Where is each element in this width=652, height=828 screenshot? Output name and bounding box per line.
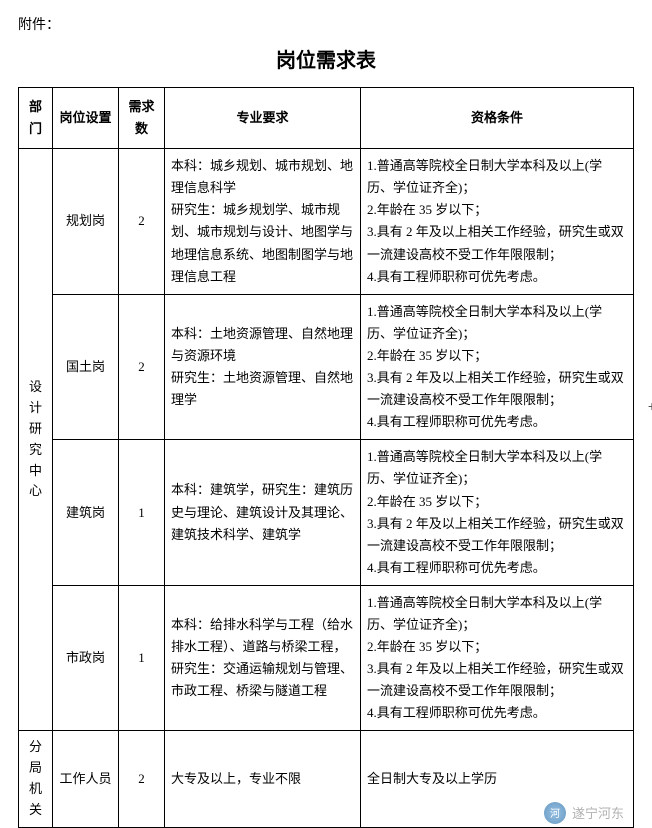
count-cell: 1 — [119, 440, 165, 586]
table-body: 设计研究中心规划岗2本科：城乡规划、城市规划、地理信息科学研究生：城乡规划学、城… — [19, 149, 634, 827]
header-major: 专业要求 — [165, 88, 361, 149]
table-header-row: 部门 岗位设置 需求数 专业要求 资格条件 — [19, 88, 634, 149]
expand-icon[interactable]: + — [648, 398, 652, 414]
count-cell: 2 — [119, 294, 165, 440]
attachment-label: 附件： — [18, 14, 634, 34]
position-cell: 国土岗 — [53, 294, 119, 440]
dept-cell: 分局机关 — [19, 731, 53, 827]
qualification-cell: 1.普通高等院校全日制大学本科及以上(学历、学位证齐全)；2.年龄在 35 岁以… — [361, 585, 634, 731]
header-dept: 部门 — [19, 88, 53, 149]
dept-cell: 设计研究中心 — [19, 149, 53, 731]
position-cell: 市政岗 — [53, 585, 119, 731]
count-cell: 1 — [119, 585, 165, 731]
table-row: 设计研究中心规划岗2本科：城乡规划、城市规划、地理信息科学研究生：城乡规划学、城… — [19, 149, 634, 295]
table-row: 分局机关工作人员2大专及以上，专业不限全日制大专及以上学历 — [19, 731, 634, 827]
watermark-text: 遂宁河东 — [572, 803, 624, 822]
header-qualification: 资格条件 — [361, 88, 634, 149]
major-cell: 本科：给排水科学与工程（给水排水工程）、道路与桥梁工程，研究生：交通运输规划与管… — [165, 585, 361, 731]
header-count: 需求数 — [119, 88, 165, 149]
major-cell: 本科：建筑学，研究生：建筑历史与理论、建筑设计及其理论、建筑技术科学、建筑学 — [165, 440, 361, 586]
table-row: 国土岗2本科：土地资源管理、自然地理与资源环境研究生：土地资源管理、自然地理学1… — [19, 294, 634, 440]
header-position: 岗位设置 — [53, 88, 119, 149]
qualification-cell: 1.普通高等院校全日制大学本科及以上(学历、学位证齐全)；2.年龄在 35 岁以… — [361, 149, 634, 295]
major-cell: 本科：城乡规划、城市规划、地理信息科学研究生：城乡规划学、城市规划、城市规划与设… — [165, 149, 361, 295]
watermark: 河 遂宁河东 — [544, 802, 624, 824]
qualification-cell: 1.普通高等院校全日制大学本科及以上(学历、学位证齐全)；2.年龄在 35 岁以… — [361, 440, 634, 586]
document-page: 附件： 岗位需求表 部门 岗位设置 需求数 专业要求 资格条件 设计研究中心规划… — [0, 0, 652, 828]
position-cell: 建筑岗 — [53, 440, 119, 586]
watermark-icon: 河 — [544, 802, 566, 824]
requirements-table: 部门 岗位设置 需求数 专业要求 资格条件 设计研究中心规划岗2本科：城乡规划、… — [18, 87, 634, 828]
page-title: 岗位需求表 — [18, 44, 634, 73]
position-cell: 规划岗 — [53, 149, 119, 295]
count-cell: 2 — [119, 731, 165, 827]
table-row: 市政岗1本科：给排水科学与工程（给水排水工程）、道路与桥梁工程，研究生：交通运输… — [19, 585, 634, 731]
table-row: 建筑岗1本科：建筑学，研究生：建筑历史与理论、建筑设计及其理论、建筑技术科学、建… — [19, 440, 634, 586]
count-cell: 2 — [119, 149, 165, 295]
qualification-cell: 1.普通高等院校全日制大学本科及以上(学历、学位证齐全)；2.年龄在 35 岁以… — [361, 294, 634, 440]
major-cell: 本科：土地资源管理、自然地理与资源环境研究生：土地资源管理、自然地理学 — [165, 294, 361, 440]
position-cell: 工作人员 — [53, 731, 119, 827]
major-cell: 大专及以上，专业不限 — [165, 731, 361, 827]
